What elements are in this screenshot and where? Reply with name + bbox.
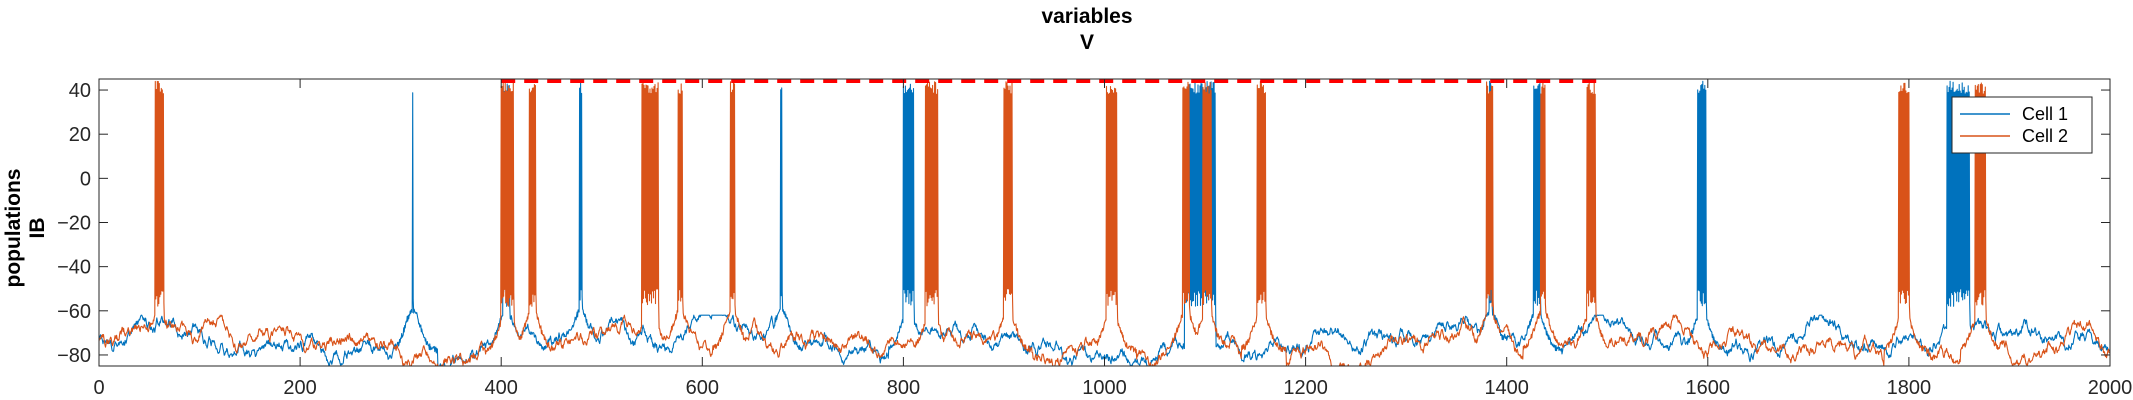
x-tick-label: 0 [93, 377, 104, 399]
x-tick-label: 1200 [1283, 377, 1328, 399]
series-line-1 [99, 80, 2110, 366]
y-tick-label: −60 [57, 301, 91, 323]
x-tick-label: 600 [686, 377, 719, 399]
chart-title-line-1: variables [1041, 5, 1132, 28]
x-tick-label: 800 [887, 377, 920, 399]
x-tick-label: 2000 [2088, 377, 2133, 399]
y-tick-label: −40 [57, 257, 91, 279]
plot-area [99, 79, 2110, 366]
y-tick-label: 40 [69, 80, 91, 102]
chart-title: variables V [1041, 5, 1132, 54]
y-tick-label: −20 [57, 213, 91, 235]
x-tick-label: 400 [485, 377, 518, 399]
x-tick-label: 1400 [1484, 377, 1529, 399]
y-axis-label: populations IB [2, 169, 49, 288]
x-tick-label: 1000 [1082, 377, 1127, 399]
x-tick-label: 200 [283, 377, 316, 399]
series-line-2 [99, 80, 2110, 366]
y-tick-label: −80 [57, 345, 91, 367]
legend-box [1951, 96, 2093, 154]
x-tick-label: 1800 [1887, 377, 1932, 399]
y-tick-label: 20 [69, 124, 91, 146]
axes: 0 200 400 600 800 1000 1200 1400 1600 1800 2000402… [57, 78, 2133, 399]
chart-title-line-2: V [1080, 31, 1094, 54]
x-tick-label: 1600 [1686, 377, 1731, 399]
y-tick-label: 0 [80, 168, 91, 190]
y-axis-label-line-2: IB [26, 218, 49, 239]
legend-label-1: Cell 1 [2022, 104, 2068, 124]
legend-label-2: Cell 2 [2022, 126, 2068, 146]
y-axis-label-line-1: populations [2, 169, 25, 288]
